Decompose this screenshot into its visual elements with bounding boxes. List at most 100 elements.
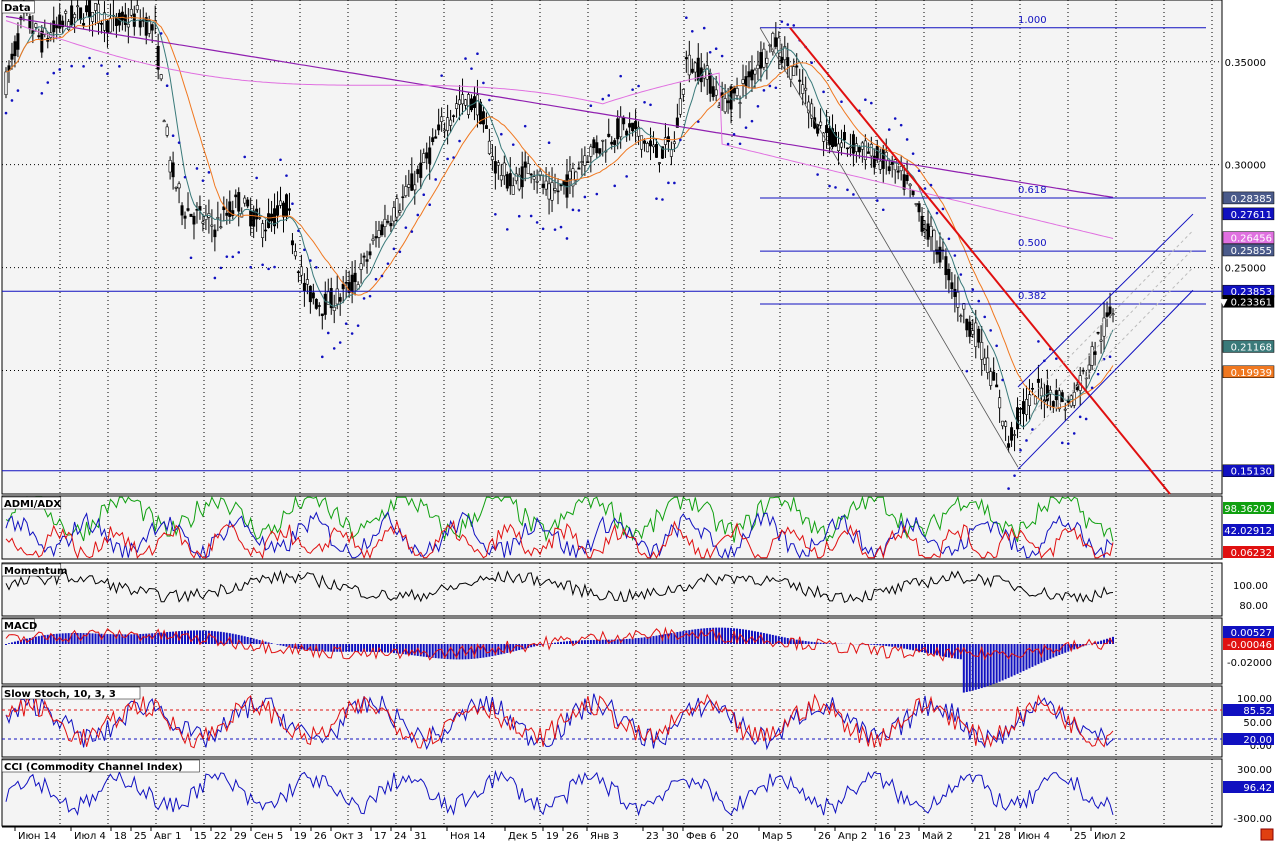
- macd-bar: [706, 628, 709, 644]
- macd-bar: [968, 644, 971, 692]
- macd-bar: [756, 631, 759, 644]
- macd-bar: [509, 644, 512, 653]
- x-tick-label: Мар 5: [762, 831, 793, 842]
- candle-body: [798, 79, 802, 82]
- macd-bar: [646, 636, 649, 644]
- sar-dot: [595, 192, 599, 196]
- macd-bar: [1070, 644, 1073, 651]
- macd-tick: -0.02000: [1227, 658, 1272, 669]
- macd-bar: [434, 644, 437, 659]
- candle-body: [1019, 408, 1023, 410]
- y-tick-label: 0.25000: [1225, 264, 1266, 275]
- macd-bar: [216, 631, 219, 644]
- candle-body: [923, 229, 927, 232]
- macd-bar: [685, 630, 688, 644]
- candle-body: [675, 117, 679, 128]
- sar-dot: [183, 175, 187, 179]
- x-tick-label: 15: [194, 831, 207, 842]
- macd-bar: [440, 644, 443, 659]
- price-label: 0.23853: [1231, 287, 1272, 298]
- candle-body: [681, 89, 685, 95]
- candle-body: [222, 206, 226, 211]
- macd-bar: [1025, 644, 1028, 670]
- macd-bar: [219, 631, 222, 644]
- macd-bar: [571, 640, 574, 644]
- sar-dot: [16, 89, 20, 92]
- macd-bar: [422, 644, 425, 657]
- sar-dot: [189, 256, 193, 260]
- macd-bar: [354, 644, 357, 652]
- macd-bar: [1061, 644, 1064, 654]
- candle-body: [380, 224, 384, 236]
- macd-bar: [178, 631, 181, 644]
- sar-dot: [607, 94, 611, 97]
- macd-bar: [670, 633, 673, 644]
- macd-bar: [977, 644, 980, 689]
- candle-body: [780, 56, 784, 64]
- candle-body: [177, 183, 181, 189]
- candle-body: [899, 166, 903, 172]
- sar-dot: [535, 221, 539, 224]
- macd-bar: [1067, 644, 1070, 652]
- macd-bar: [458, 644, 461, 660]
- candle-body: [317, 305, 321, 307]
- candle-body: [1093, 351, 1097, 355]
- candle-body: [287, 208, 291, 211]
- macd-bar: [473, 644, 476, 659]
- candle-body: [708, 72, 712, 94]
- macd-bar: [142, 633, 145, 644]
- candle-body: [992, 371, 996, 381]
- macd-bar: [894, 644, 897, 648]
- macd-bar: [43, 635, 46, 644]
- candle-body: [935, 249, 939, 255]
- macd-bar: [1112, 636, 1115, 644]
- candle-body: [574, 171, 578, 181]
- macd-bar: [389, 644, 392, 653]
- cci-label-box: [1223, 781, 1274, 793]
- candle-body: [619, 117, 623, 138]
- macd-bar: [10, 642, 13, 644]
- candle-body: [1021, 401, 1025, 415]
- macd-bar: [1091, 643, 1094, 644]
- macd-bar: [348, 644, 351, 652]
- macd-bar: [192, 630, 195, 644]
- candle-body: [1090, 346, 1094, 366]
- candle-body: [276, 205, 280, 216]
- sar-dot: [870, 101, 873, 105]
- candle-body: [547, 183, 551, 200]
- candle-body: [1007, 443, 1011, 448]
- macd-bar: [962, 644, 965, 693]
- fib-label: 0.382: [1018, 291, 1047, 302]
- candle-body: [944, 256, 948, 276]
- candle-body: [308, 285, 312, 303]
- sar-dot: [1066, 442, 1070, 445]
- fib-label: 0.618: [1018, 185, 1047, 196]
- macd-bar: [912, 644, 915, 651]
- price-label-box: [1222, 340, 1275, 353]
- candle-body: [108, 17, 112, 33]
- macd-bar: [1031, 644, 1034, 667]
- macd-bar: [249, 637, 252, 644]
- macd-bar: [375, 644, 377, 652]
- candle-body: [455, 103, 459, 110]
- sar-dot: [1031, 428, 1034, 431]
- macd-bar: [303, 644, 306, 650]
- macd-bar: [392, 644, 395, 654]
- candle-body: [842, 131, 846, 141]
- fib-label: 1.000: [1018, 15, 1047, 26]
- cci-label: 96.42: [1243, 783, 1272, 794]
- ma-pink-line: [5, 20, 1114, 239]
- candle-body: [389, 223, 393, 227]
- candle-body: [1105, 312, 1109, 317]
- sar-dot: [303, 248, 306, 252]
- macd-bar: [938, 644, 941, 656]
- sar-dot: [685, 16, 688, 20]
- candle-body: [82, 23, 86, 26]
- sar-dot: [792, 24, 796, 27]
- macd-bar: [885, 644, 888, 647]
- macd-bar: [34, 636, 37, 644]
- candle-body: [902, 174, 906, 190]
- macd-bar: [282, 644, 285, 647]
- macd-bar: [491, 644, 494, 657]
